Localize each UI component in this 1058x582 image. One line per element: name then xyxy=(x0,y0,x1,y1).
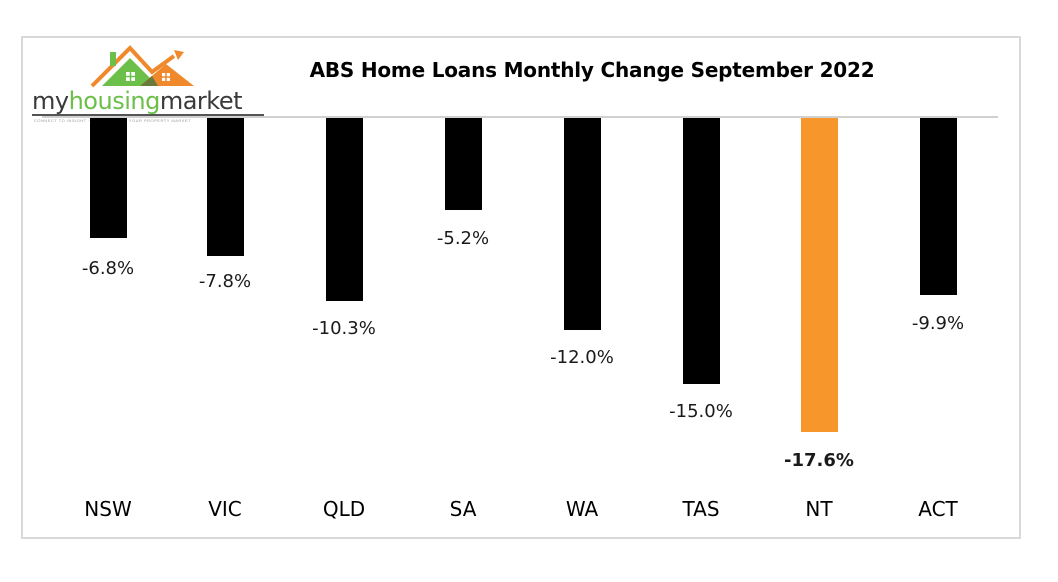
category-label-nt: NT xyxy=(805,497,833,521)
value-label-act: -9.9% xyxy=(911,313,965,334)
house-logo-icon xyxy=(90,45,194,88)
value-label-tas: -15.0% xyxy=(669,401,733,422)
logo: myhousingmarket CONNECT TO INSIGHT · SER… xyxy=(32,42,264,123)
logo-text-housing: housing xyxy=(68,87,161,115)
value-label-qld: -10.3% xyxy=(312,318,376,339)
category-label-nsw: NSW xyxy=(84,497,132,521)
logo-text-my: my xyxy=(32,87,69,115)
bar-nt xyxy=(801,118,838,432)
category-label-sa: SA xyxy=(449,497,477,521)
category-label-wa: WA xyxy=(565,497,599,521)
bar-sa xyxy=(445,118,482,210)
bar-tas xyxy=(683,118,720,384)
category-label-vic: VIC xyxy=(208,497,242,521)
value-label-nsw: -6.8% xyxy=(81,258,135,279)
chart-title: ABS Home Loans Monthly Change September … xyxy=(309,58,875,82)
bar-qld xyxy=(326,118,363,301)
logo-text-market: market xyxy=(159,87,243,115)
value-label-nt: -17.6% xyxy=(784,450,854,471)
bar-nsw xyxy=(90,118,127,238)
value-label-wa: -12.0% xyxy=(550,347,614,368)
logo-wordmark: myhousingmarket xyxy=(32,86,243,116)
value-label-vic: -7.8% xyxy=(198,271,252,292)
bar-act xyxy=(920,118,957,295)
value-label-sa: -5.2% xyxy=(436,228,490,249)
chart-frame xyxy=(21,36,1021,539)
category-label-qld: QLD xyxy=(322,497,366,521)
bar-vic xyxy=(207,118,244,256)
category-label-tas: TAS xyxy=(682,497,720,521)
logo-underline xyxy=(32,114,264,116)
category-label-act: ACT xyxy=(918,497,958,521)
bar-wa xyxy=(564,118,601,330)
zero-axis-line xyxy=(42,116,998,118)
